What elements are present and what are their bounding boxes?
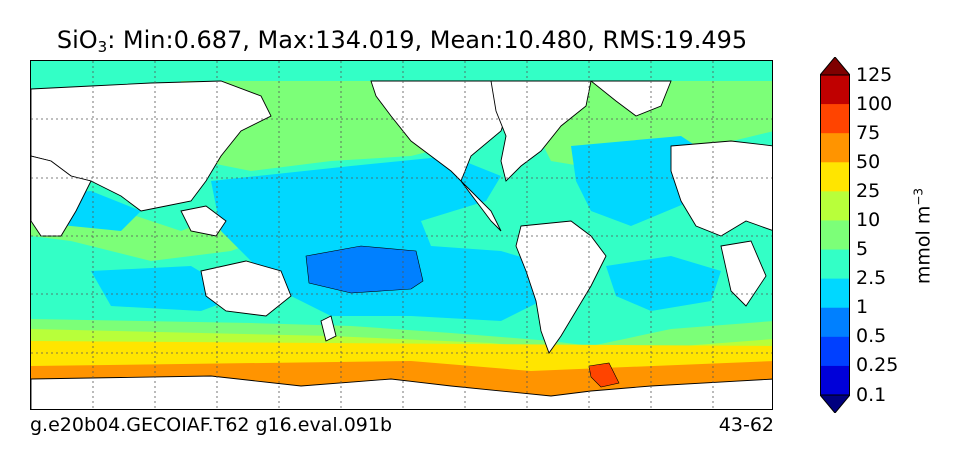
colorbar-tick-label: 0.25 (856, 354, 899, 377)
north-america-east (490, 80, 592, 182)
colorbar-tick-label: 0.1 (856, 383, 887, 406)
colorbar-segment (820, 104, 850, 134)
new-zealand (320, 315, 337, 342)
colorbar-segment (820, 336, 850, 367)
colorbar-tick-label: 1 (856, 296, 869, 319)
colorbar-segment (820, 249, 850, 280)
colorbar-tick-label: 50 (856, 150, 881, 173)
plot-title: SiO3: Min:0.687, Max:134.019, Mean:10.48… (0, 26, 804, 56)
colorbar-tick-label: 100 (856, 92, 893, 115)
colorbar-tick-label: 5 (856, 238, 869, 261)
southern-africa (720, 240, 767, 307)
colorbar-max-triangle (820, 57, 850, 76)
colorbar-segment (820, 191, 850, 221)
south-atlantic-gyre (606, 256, 721, 311)
map-panel (30, 60, 773, 410)
weddell-maximum (588, 362, 620, 388)
units-label: mmol m−3 (911, 188, 934, 284)
colorbar-tick-label: 0.5 (856, 325, 887, 348)
units-exponent: −3 (911, 187, 926, 206)
colorbar-tick-label: 75 (856, 121, 881, 144)
colorbar-tick-label: 2.5 (856, 267, 887, 290)
colorbar-tick-label: 10 (856, 208, 881, 231)
antarctica (31, 375, 772, 409)
title-subscript: 3 (97, 38, 108, 56)
colorbar-segment (820, 365, 850, 396)
units-base: mmol m (912, 205, 935, 285)
africa-east (31, 155, 92, 237)
colorbar (820, 57, 850, 413)
africa-west-europe (670, 140, 772, 237)
colorbar-segment (820, 278, 850, 309)
case-name-label: g.e20b04.GECOIAF.T62 g16.eval.091b (30, 414, 393, 436)
graticule (31, 61, 772, 409)
colorbar-segment (820, 133, 850, 163)
land-masses (31, 80, 772, 409)
colorbar-segment (820, 75, 850, 105)
colorbar-segment (820, 162, 850, 192)
colorbar-segment (820, 220, 850, 251)
maritime-continent (180, 205, 227, 237)
title-prefix: SiO (56, 26, 98, 54)
australia (200, 260, 292, 317)
years-label: 43-62 (718, 414, 774, 436)
south-pacific-minimum (305, 245, 424, 294)
colorbar-min-triangle (820, 394, 850, 413)
colorbar-segment (820, 307, 850, 338)
title-stats: : Min:0.687, Max:134.019, Mean:10.480, R… (107, 26, 748, 54)
colorbar-tick-label: 125 (856, 63, 893, 86)
colorbar-tick-label: 25 (856, 179, 881, 202)
pacific-gyre (211, 156, 551, 321)
global-map (31, 61, 772, 409)
